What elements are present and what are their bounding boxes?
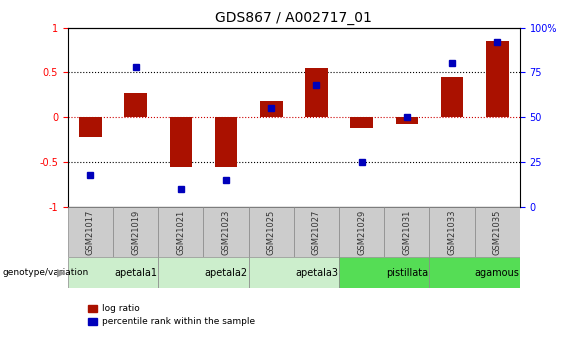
Bar — [339, 207, 384, 257]
Text: GSM21035: GSM21035 — [493, 209, 502, 255]
Bar — [339, 257, 429, 288]
Bar — [429, 207, 475, 257]
Text: GSM21019: GSM21019 — [131, 209, 140, 255]
Bar — [79, 117, 102, 137]
Bar — [203, 207, 249, 257]
Bar — [249, 257, 339, 288]
Bar — [158, 207, 203, 257]
Bar — [158, 257, 249, 288]
Text: apetala3: apetala3 — [295, 268, 338, 277]
Text: ▶: ▶ — [56, 268, 65, 277]
Bar — [294, 207, 339, 257]
Text: apetala1: apetala1 — [114, 268, 157, 277]
Text: GSM21033: GSM21033 — [447, 209, 457, 255]
Text: pistillata: pistillata — [386, 268, 428, 277]
Text: GSM21031: GSM21031 — [402, 209, 411, 255]
Title: GDS867 / A002717_01: GDS867 / A002717_01 — [215, 11, 372, 25]
Text: genotype/variation: genotype/variation — [3, 268, 89, 277]
Bar — [350, 117, 373, 128]
Bar — [113, 207, 158, 257]
Bar — [441, 77, 463, 117]
Bar — [249, 207, 294, 257]
Bar — [305, 68, 328, 117]
Bar — [475, 207, 520, 257]
Bar — [170, 117, 192, 167]
Text: agamous: agamous — [475, 268, 520, 277]
Bar — [68, 207, 113, 257]
Bar — [260, 101, 282, 117]
Bar — [215, 117, 237, 167]
Text: apetala2: apetala2 — [205, 268, 247, 277]
Text: log ratio: log ratio — [102, 304, 140, 313]
Text: GSM21021: GSM21021 — [176, 209, 185, 255]
Text: GSM21027: GSM21027 — [312, 209, 321, 255]
Bar — [384, 207, 429, 257]
Text: GSM21023: GSM21023 — [221, 209, 231, 255]
Bar — [68, 257, 158, 288]
Text: GSM21025: GSM21025 — [267, 209, 276, 255]
Text: GSM21017: GSM21017 — [86, 209, 95, 255]
Text: GSM21029: GSM21029 — [357, 209, 366, 255]
Bar — [124, 93, 147, 117]
Bar — [486, 41, 508, 117]
Bar — [429, 257, 520, 288]
Bar — [396, 117, 418, 124]
Text: percentile rank within the sample: percentile rank within the sample — [102, 317, 255, 326]
